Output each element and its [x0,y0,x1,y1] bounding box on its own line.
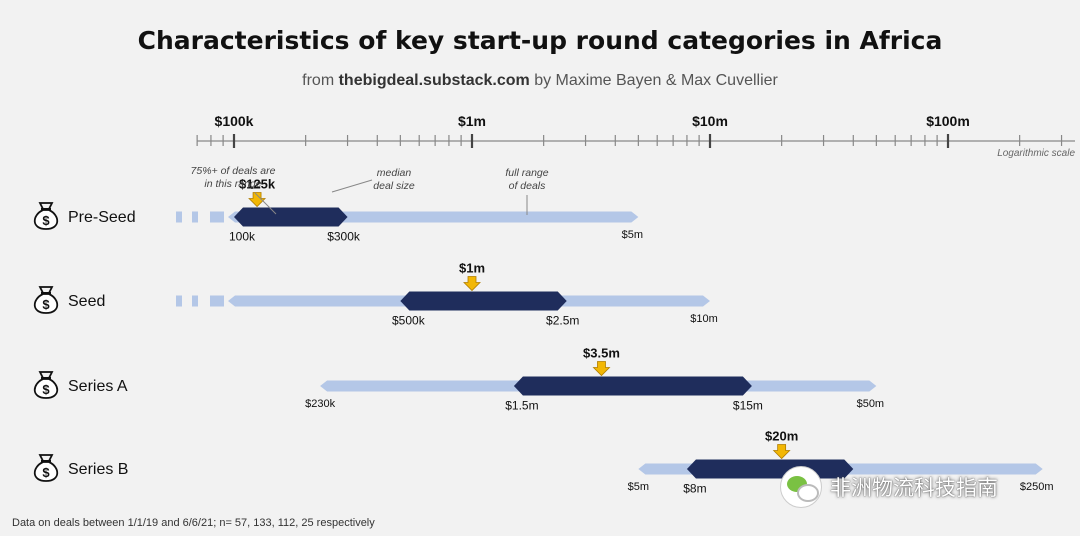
median-arrow [248,192,267,208]
median-label: $125k [239,177,276,192]
annotation-full-range: full range of dealsfull range of deals [505,167,548,192]
annotation-median: median deal sizemedian deal size [373,167,415,192]
range-dash [192,295,198,307]
core-max-label: $15m [733,399,763,413]
median-arrow [772,444,791,460]
chart-subtitle: from thebigdeal.substack.com by Maxime B… [0,72,1080,90]
wechat-icon [780,466,822,508]
core-min-label: 100k [229,230,256,244]
series-label: Series B [68,461,128,478]
series-label: Series A [68,378,128,395]
core-range-bar [513,376,752,396]
svg-text:$: $ [42,213,50,228]
subtitle-prefix: from [302,72,339,89]
svg-text:$: $ [42,297,50,312]
annotation-pointer [331,179,373,193]
range-dash [210,295,224,307]
core-range-bar [400,291,567,311]
full-min-label: $5m [628,481,649,493]
core-min-label: $1.5m [505,399,538,413]
core-max-label: $2.5m [546,314,579,328]
subtitle-source: thebigdeal.substack.com [338,72,530,89]
full-max-label: $250m [1020,481,1054,493]
median-label: $20m [765,429,798,444]
money-bag-icon: $ [33,454,59,482]
money-bag-icon: $ [33,371,59,399]
core-min-label: $500k [392,314,426,328]
subtitle-suffix: by Maxime Bayen & Max Cuvellier [529,72,778,89]
svg-text:$: $ [42,382,50,397]
median-arrow [463,276,481,292]
series-label: Seed [68,293,105,310]
axis-tick-label: $1m [458,113,486,129]
median-arrow [592,361,611,377]
axis-tick-label: $100k [215,113,254,129]
watermark-text: 非洲物流科技指南 [830,476,998,500]
axis-tick-label: $10m [692,113,728,129]
money-bag-icon: $ [33,202,59,230]
annotation-pointer [254,192,277,215]
chart-title: Characteristics of key start-up round ca… [137,26,943,55]
money-bag-icon: $ [33,286,59,314]
watermark: 非洲物流科技指南 [780,466,1050,508]
range-dash [176,295,182,307]
core-range-bar [234,207,348,227]
full-max-label: $5m [622,229,643,241]
range-dash [192,211,198,223]
footnote: Data on deals between 1/1/19 and 6/6/21;… [12,517,375,529]
range-dash [210,211,224,223]
svg-text:$: $ [42,465,50,480]
axis-scale-note: Logarithmic scale [997,148,1075,159]
annotation-core-range: 75%+ of deals are in this range75%+ of de… [191,165,276,190]
core-max-label: $300k [327,230,361,244]
full-max-label: $10m [690,313,718,325]
axis-tick-label: $100m [926,113,970,129]
series-label: Pre-Seed [68,209,136,226]
full-min-label: $230k [305,398,335,410]
core-min-label: $8m [683,482,706,496]
full-max-label: $50m [857,398,885,410]
median-label: $1m [459,261,485,276]
range-dash [176,211,182,223]
median-label: $3.5m [583,346,620,361]
